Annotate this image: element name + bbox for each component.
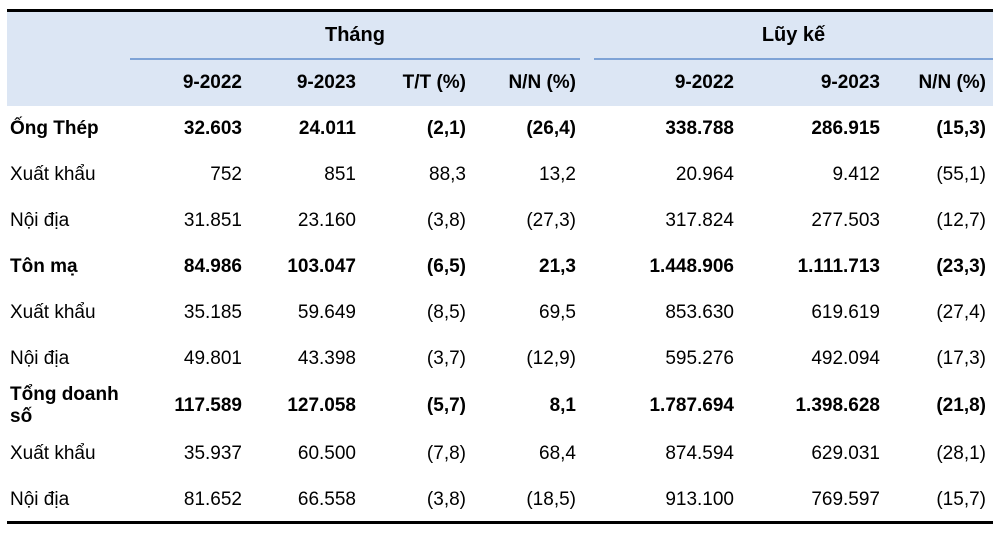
row-label: Xuất khẩu <box>10 164 96 185</box>
table-cell: 277.503 <box>811 210 880 231</box>
table-cell: (26,4) <box>526 118 576 139</box>
table-cell: 32.603 <box>183 118 242 139</box>
table-cell: 317.824 <box>665 210 734 231</box>
table-cell: 595.276 <box>665 348 734 369</box>
table-cell: 49.801 <box>183 348 242 369</box>
table-cell: 35.937 <box>183 443 242 464</box>
table-cell: 1.787.694 <box>649 395 734 416</box>
table-cell: (27,3) <box>526 210 576 231</box>
table-cell: (5,7) <box>426 395 466 416</box>
column-header-month-2023: 9-2023 <box>296 72 356 93</box>
table-cell: 69,5 <box>539 302 576 323</box>
table-cell: 127.058 <box>287 395 356 416</box>
table-cell: (3,8) <box>426 489 466 510</box>
column-header-month-2022: 9-2022 <box>182 72 242 93</box>
table-cell: 492.094 <box>811 348 880 369</box>
table-cell: 874.594 <box>665 443 734 464</box>
table-cell: (21,8) <box>936 395 986 416</box>
row-label: Xuất khẩu <box>10 443 96 464</box>
group-header-month: Tháng <box>325 24 385 46</box>
table-cell: 21,3 <box>539 256 576 277</box>
table-cell: 88,3 <box>429 164 466 185</box>
table-cell: (12,9) <box>526 348 576 369</box>
table-cell: (15,7) <box>936 489 986 510</box>
column-header-cum-2022: 9-2022 <box>674 72 734 93</box>
table-cell: 117.589 <box>174 395 242 416</box>
table-cell: 31.851 <box>183 210 242 231</box>
table-cell: (12,7) <box>936 210 986 231</box>
table-cell: (3,7) <box>426 348 466 369</box>
group-underline-month <box>130 58 580 60</box>
table-cell: 20.964 <box>675 164 734 185</box>
table-cell: 853.630 <box>665 302 734 323</box>
table-cell: 1.398.628 <box>795 395 880 416</box>
column-header-cum-yoy: N/N (%) <box>918 72 986 93</box>
table-cell: (55,1) <box>936 164 986 185</box>
table-cell: 8,1 <box>549 395 576 416</box>
table-cell: 9.412 <box>832 164 880 185</box>
group-header-cumulative: Lũy kế <box>761 24 826 46</box>
table-cell: 752 <box>210 164 242 185</box>
table-cell: 60.500 <box>297 443 356 464</box>
table-cell: 619.619 <box>811 302 880 323</box>
row-label: Nội địa <box>10 210 70 231</box>
row-label: Nội địa <box>10 348 70 369</box>
table-cell: 66.558 <box>297 489 356 510</box>
row-label: Tổng doanh số <box>10 384 119 427</box>
table-cell: 286.915 <box>811 118 880 139</box>
table-cell: (17,3) <box>936 348 986 369</box>
table-cell: 35.185 <box>183 302 242 323</box>
table-cell: 81.652 <box>183 489 242 510</box>
table-cell: (6,5) <box>426 256 466 277</box>
row-label: Nội địa <box>10 489 70 510</box>
table-cell: 1.111.713 <box>797 256 880 277</box>
column-header-month-yoy: N/N (%) <box>508 72 576 93</box>
table-cell: 103.047 <box>287 256 356 277</box>
table-cell: 24.011 <box>298 118 356 139</box>
table-cell: (28,1) <box>936 443 986 464</box>
table-cell: (3,8) <box>426 210 466 231</box>
table-cell: (2,1) <box>426 118 466 139</box>
column-header-mom: T/T (%) <box>402 72 466 93</box>
table-cell: 84.986 <box>183 256 242 277</box>
table-top-rule <box>7 9 993 12</box>
table-cell: (18,5) <box>526 489 576 510</box>
table-cell: 13,2 <box>539 164 576 185</box>
table-cell: (15,3) <box>936 118 986 139</box>
table-cell: 913.100 <box>665 489 734 510</box>
table-bottom-rule <box>7 521 993 524</box>
table-cell: 769.597 <box>811 489 880 510</box>
table-cell: 23.160 <box>297 210 356 231</box>
table-cell: 851 <box>324 164 356 185</box>
column-header-cum-2023: 9-2023 <box>820 72 880 93</box>
row-label: Ống Thép <box>10 118 99 139</box>
table-cell: 629.031 <box>811 443 880 464</box>
table-cell: 1.448.906 <box>649 256 734 277</box>
table-cell: 43.398 <box>297 348 356 369</box>
row-label: Tôn mạ <box>10 256 78 277</box>
table-cell: (7,8) <box>426 443 466 464</box>
table-cell: (27,4) <box>936 302 986 323</box>
table-cell: 59.649 <box>297 302 356 323</box>
row-label: Xuất khẩu <box>10 302 96 323</box>
table-cell: 68,4 <box>539 443 576 464</box>
table-cell: 338.788 <box>665 118 734 139</box>
table-cell: (8,5) <box>426 302 466 323</box>
table-cell: (23,3) <box>936 256 986 277</box>
group-underline-cumulative <box>594 58 993 60</box>
